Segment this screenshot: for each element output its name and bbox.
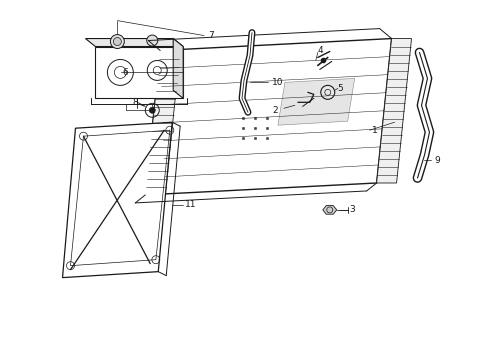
Polygon shape: [145, 39, 392, 195]
Text: 2: 2: [272, 106, 277, 115]
Circle shape: [113, 37, 122, 45]
Polygon shape: [145, 50, 180, 195]
Polygon shape: [377, 39, 412, 183]
Circle shape: [110, 35, 124, 49]
Polygon shape: [323, 206, 337, 214]
Text: 10: 10: [272, 78, 283, 87]
Circle shape: [149, 107, 155, 113]
Circle shape: [321, 85, 335, 99]
Polygon shape: [63, 122, 172, 278]
Text: 6: 6: [122, 68, 128, 77]
Polygon shape: [173, 39, 183, 98]
Text: 7: 7: [208, 31, 214, 40]
Circle shape: [147, 35, 158, 46]
Text: 4: 4: [318, 46, 323, 55]
Text: 8: 8: [133, 98, 138, 107]
Text: 9: 9: [435, 156, 440, 165]
Text: 1: 1: [371, 126, 377, 135]
Polygon shape: [85, 39, 183, 46]
Polygon shape: [96, 46, 183, 98]
Text: 5: 5: [338, 84, 343, 93]
Polygon shape: [278, 78, 355, 125]
Text: 11: 11: [185, 201, 196, 210]
Text: 3: 3: [350, 206, 355, 215]
